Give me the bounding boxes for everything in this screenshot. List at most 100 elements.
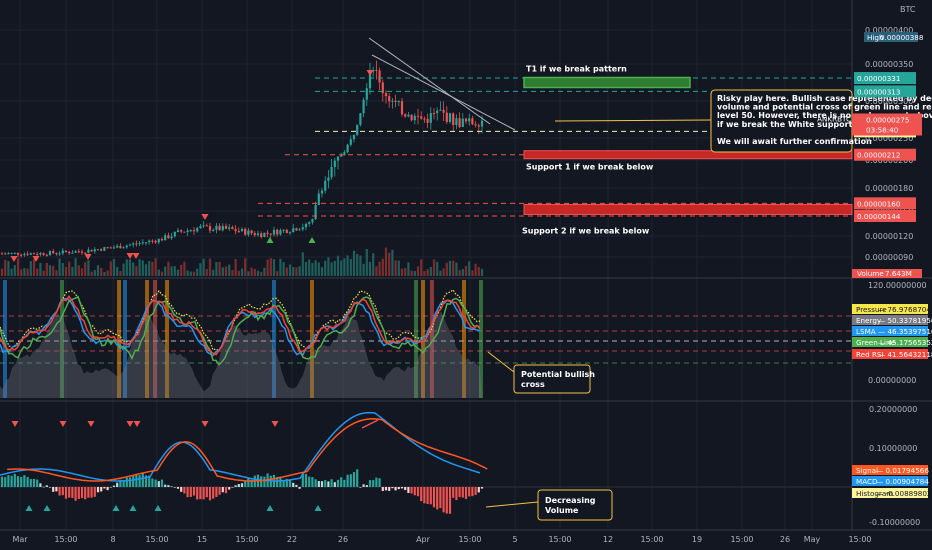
countdown-value: 03:58:40 <box>866 126 899 135</box>
macd-histogram-bar <box>148 475 151 487</box>
volume-bar <box>416 266 420 276</box>
macd-series-name: MACD <box>856 477 878 486</box>
volume-bar <box>7 261 10 276</box>
sell-signal-marker <box>126 253 134 259</box>
candle-body <box>346 144 349 153</box>
macd-callout[interactable] <box>537 489 613 521</box>
time-tick-label: 15:00 <box>848 535 871 544</box>
trendline-lower[interactable] <box>371 54 516 131</box>
macd-histogram-bar <box>16 476 20 487</box>
macd-pane[interactable] <box>0 411 852 514</box>
candle-body <box>112 247 116 249</box>
volume-label: Volume <box>857 269 884 278</box>
macd-histogram-bar <box>138 475 141 487</box>
macd-histogram-bar <box>426 487 429 504</box>
macd-histogram-bar <box>381 487 384 492</box>
time-tick-label: 15 <box>197 535 207 544</box>
candle-body <box>448 113 452 122</box>
volume-bar <box>474 263 477 276</box>
annotations-layer[interactable]: T1 if we break pattern Support 1 if we br… <box>258 37 932 521</box>
volume-bar <box>388 252 391 276</box>
volume-bar <box>384 247 388 276</box>
volume-bar <box>455 262 458 276</box>
candle-body <box>77 251 80 253</box>
time-tick-label: 12 <box>603 535 613 544</box>
time-axis[interactable]: Mar 15:00 8 15:00 15 15:00 22 26 Apr 15:00 5 15:00 1… <box>12 535 871 544</box>
volume-value: 7.643M <box>885 269 912 278</box>
oscillator-pane[interactable] <box>0 280 852 398</box>
price-pane[interactable] <box>0 60 484 276</box>
volume-bar <box>375 266 378 276</box>
signal-line <box>7 418 488 482</box>
volume-bar <box>404 268 407 276</box>
support2-box[interactable] <box>523 203 853 215</box>
macd-histogram-bar <box>36 479 39 487</box>
sell-signal-marker <box>132 253 140 259</box>
volume-bar <box>410 270 413 276</box>
macd-histogram-bar <box>410 487 413 494</box>
macd-histogram-bar <box>362 484 365 487</box>
candle-body <box>388 96 391 102</box>
macd-sell-marker <box>201 421 209 427</box>
high-tag <box>864 32 918 42</box>
trendline-upper[interactable] <box>368 37 491 125</box>
macd-histogram-bar <box>407 487 410 493</box>
osc-series-name: Pressure <box>856 305 887 314</box>
support1-box[interactable] <box>523 150 853 160</box>
macd-sell-marker <box>59 421 67 427</box>
candle-body <box>356 124 359 135</box>
macd-histogram-bar <box>112 485 116 487</box>
candle-body <box>234 229 237 232</box>
osc-event-band <box>272 280 276 398</box>
volume-bar <box>330 262 333 276</box>
candle-body <box>58 253 61 255</box>
volume-bar <box>240 268 244 276</box>
candle-body <box>404 114 407 117</box>
volume-bar <box>423 271 426 276</box>
volume-bar <box>343 258 346 276</box>
candle-body <box>266 232 269 234</box>
osc-callout[interactable] <box>513 364 591 394</box>
volume-bar <box>340 260 343 276</box>
price-level-value: 0.00000212 <box>857 151 900 160</box>
macd-histogram-bar <box>429 487 432 505</box>
volume-bar <box>359 255 362 276</box>
candle-body <box>458 118 461 128</box>
candle-body <box>343 152 346 155</box>
price-level-value: 0.00000313 <box>857 87 900 96</box>
sell-signal-marker <box>10 256 18 262</box>
volume-bar <box>228 264 231 276</box>
volume-bar <box>58 258 61 276</box>
price-level-tag <box>854 197 916 210</box>
volume-bar <box>52 265 55 276</box>
volume-bar <box>365 249 368 276</box>
volume-bar <box>468 261 471 276</box>
candle-body <box>452 113 455 126</box>
target-box[interactable] <box>523 76 691 89</box>
macd-histogram-bar <box>212 487 215 499</box>
osc-event-band <box>462 280 466 398</box>
candle-body <box>368 71 372 89</box>
candle-body <box>256 233 260 236</box>
macd-histogram-bar <box>157 481 160 487</box>
macd-histogram-bar <box>7 475 10 487</box>
currency-label: BTC <box>900 5 916 14</box>
macd-series-tag <box>852 488 928 498</box>
volume-bar <box>55 270 58 276</box>
candle-body <box>333 160 336 167</box>
volume-bar <box>320 267 324 276</box>
volume-bar <box>362 263 365 276</box>
candle-body <box>199 226 202 229</box>
macd-histogram-bar <box>122 479 125 487</box>
volume-bar <box>26 268 29 276</box>
price-tick-label: 0.00000300 <box>865 97 913 106</box>
time-tick-label: 15:00 <box>640 535 663 544</box>
macd-histogram-bar <box>474 487 477 495</box>
candle-body <box>413 115 416 121</box>
macd-buy-marker <box>129 505 137 511</box>
volume-bar <box>429 267 432 276</box>
candle-body <box>330 166 333 178</box>
volume-bar <box>64 266 68 276</box>
macd-histogram-bar <box>416 487 420 497</box>
